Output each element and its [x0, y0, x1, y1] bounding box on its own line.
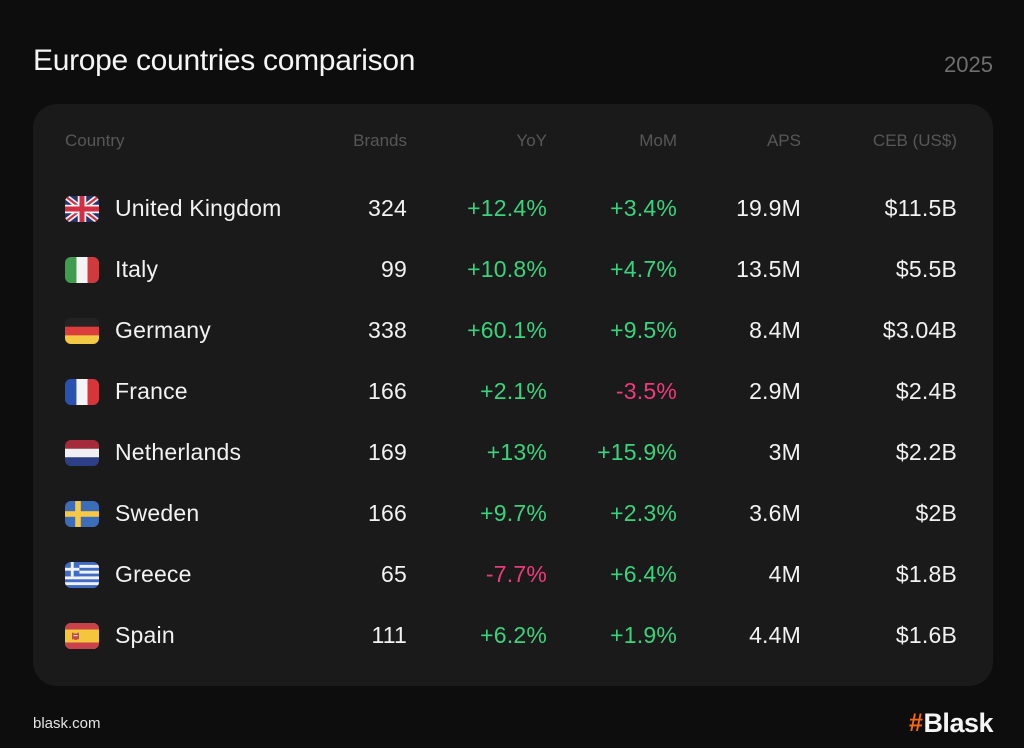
comparison-table-card: Country Brands YoY MoM APS CEB (US$) Uni…: [33, 104, 993, 686]
aps-value: 13.5M: [736, 256, 801, 282]
brands-value: 169: [368, 439, 407, 465]
column-header-brands: Brands: [353, 131, 407, 150]
brands-value: 166: [368, 500, 407, 526]
column-header-yoy: YoY: [516, 131, 547, 150]
table-body: United Kingdom 324 +12.4% +3.4% 19.9M $1…: [65, 178, 957, 666]
table-row: Germany 338 +60.1% +9.5% 8.4M $3.04B: [65, 300, 957, 361]
yoy-value: +6.2%: [480, 622, 547, 648]
flag-icon-fr: [65, 378, 99, 405]
brands-value: 338: [368, 317, 407, 343]
ceb-value: $5.5B: [895, 256, 957, 282]
flag-icon-se: [65, 500, 99, 527]
brands-value: 166: [368, 378, 407, 404]
country-cell: United Kingdom: [65, 195, 297, 222]
mom-value: +1.9%: [610, 622, 677, 648]
column-header-country: Country: [65, 131, 125, 150]
mom-value: +9.5%: [610, 317, 677, 343]
site-url: blask.com: [33, 715, 101, 732]
country-name: Netherlands: [115, 439, 242, 465]
country-cell: Greece: [65, 561, 297, 588]
country-cell: Spain: [65, 622, 297, 649]
ceb-value: $2.4B: [895, 378, 957, 404]
table-row: Greece 65 -7.7% +6.4% 4M $1.8B: [65, 544, 957, 605]
country-name: Spain: [115, 622, 175, 648]
aps-value: 19.9M: [736, 195, 801, 221]
country-name: Greece: [115, 561, 192, 587]
brands-value: 111: [371, 622, 407, 648]
country-name: Italy: [115, 256, 159, 282]
table-row: France 166 +2.1% -3.5% 2.9M $2.4B: [65, 361, 957, 422]
country-name: Germany: [115, 317, 211, 343]
flag-icon-gr: [65, 561, 99, 588]
flag-icon-es: [65, 622, 99, 649]
yoy-value: +60.1%: [467, 317, 547, 343]
ceb-value: $3.04B: [882, 317, 957, 343]
yoy-value: +2.1%: [480, 378, 547, 404]
aps-value: 3.6M: [749, 500, 801, 526]
mom-value: -3.5%: [615, 378, 677, 404]
aps-value: 8.4M: [749, 317, 801, 343]
table-row: Italy 99 +10.8% +4.7% 13.5M $5.5B: [65, 239, 957, 300]
table-row: United Kingdom 324 +12.4% +3.4% 19.9M $1…: [65, 178, 957, 239]
ceb-value: $11.5B: [884, 195, 957, 221]
flag-icon-de: [65, 317, 99, 344]
column-header-mom: MoM: [639, 131, 677, 150]
table-row: Spain 111 +6.2% +1.9% 4.4M $1.6B: [65, 605, 957, 666]
ceb-value: $1.6B: [895, 622, 957, 648]
yoy-value: +9.7%: [480, 500, 547, 526]
table-header-row: Country Brands YoY MoM APS CEB (US$): [65, 104, 957, 178]
ceb-value: $2B: [915, 500, 957, 526]
year-label: 2025: [944, 52, 993, 77]
aps-value: 3M: [768, 439, 801, 465]
flag-icon-nl: [65, 439, 99, 466]
aps-value: 2.9M: [749, 378, 801, 404]
page-title: Europe countries comparison: [33, 44, 416, 77]
brands-value: 99: [381, 256, 407, 282]
blask-wordmark: Blask: [923, 708, 993, 738]
country-cell: France: [65, 378, 297, 405]
country-cell: Netherlands: [65, 439, 297, 466]
yoy-value: +13%: [486, 439, 547, 465]
table-row: Sweden 166 +9.7% +2.3% 3.6M $2B: [65, 483, 957, 544]
mom-value: +3.4%: [610, 195, 677, 221]
page-footer: blask.com # Blask: [33, 708, 993, 739]
page-header: Europe countries comparison 2025: [0, 0, 1024, 78]
country-cell: Italy: [65, 256, 297, 283]
country-name: United Kingdom: [115, 195, 282, 221]
aps-value: 4M: [768, 561, 801, 587]
country-cell: Sweden: [65, 500, 297, 527]
ceb-value: $2.2B: [895, 439, 957, 465]
column-header-aps: APS: [766, 131, 801, 150]
yoy-value: -7.7%: [485, 561, 547, 587]
aps-value: 4.4M: [749, 622, 801, 648]
country-name: France: [115, 378, 188, 404]
blask-hash-icon: #: [909, 709, 923, 737]
brands-value: 65: [381, 561, 407, 587]
blask-logo: # Blask: [909, 708, 993, 739]
mom-value: +4.7%: [610, 256, 677, 282]
brands-value: 324: [368, 195, 407, 221]
table-row: Netherlands 169 +13% +15.9% 3M $2.2B: [65, 422, 957, 483]
yoy-value: +10.8%: [467, 256, 547, 282]
mom-value: +15.9%: [597, 439, 677, 465]
country-cell: Germany: [65, 317, 297, 344]
flag-icon-gb: [65, 195, 99, 222]
column-header-ceb: CEB (US$): [872, 131, 957, 150]
mom-value: +2.3%: [610, 500, 677, 526]
flag-icon-it: [65, 256, 99, 283]
yoy-value: +12.4%: [467, 195, 547, 221]
mom-value: +6.4%: [610, 561, 677, 587]
country-name: Sweden: [115, 500, 200, 526]
ceb-value: $1.8B: [895, 561, 957, 587]
